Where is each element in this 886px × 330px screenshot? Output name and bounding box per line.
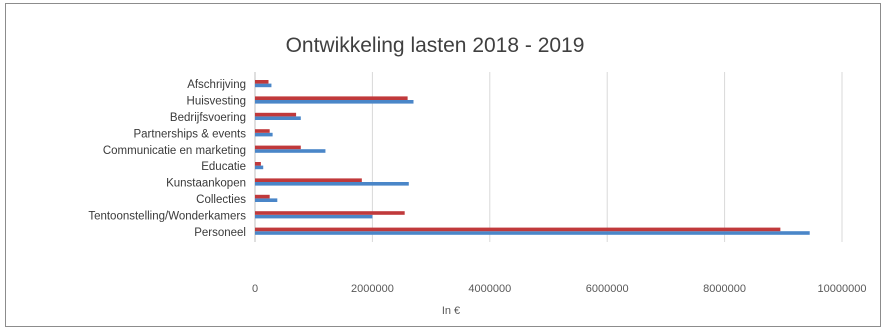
chart-title: Ontwikkeling lasten 2018 - 2019	[286, 34, 585, 57]
bar-series-red	[255, 227, 781, 232]
bar-series-blue	[255, 149, 326, 153]
category-label: Collecties	[196, 194, 246, 206]
x-tick-label: 6000000	[586, 283, 629, 295]
category-label: Huisvesting	[187, 96, 246, 108]
x-tick-label: 10000000	[818, 283, 867, 295]
bar-series-blue	[255, 214, 373, 219]
bar-series-red	[255, 145, 301, 150]
bar-series-blue	[255, 231, 810, 235]
category-label: Tentoonstelling/Wonderkamers	[88, 210, 246, 222]
bar-series-red	[255, 162, 261, 166]
bar-series-blue	[255, 182, 409, 186]
bar-series-blue	[255, 132, 273, 137]
category-label: Personeel	[194, 227, 246, 239]
bar-chart: Ontwikkeling lasten 2018 - 2019 Afschrij…	[88, 34, 867, 317]
bar-series-blue	[255, 116, 301, 120]
x-axis-label: In €	[442, 305, 460, 317]
category-label: Partnerships & events	[133, 128, 246, 140]
bar-series-red	[255, 129, 270, 133]
bar-series-red	[255, 211, 405, 215]
category-label: Kunstaankopen	[166, 178, 246, 190]
x-tick-label: 0	[252, 283, 258, 295]
chart-frame: Ontwikkeling lasten 2018 - 2019 Afschrij…	[5, 3, 881, 327]
bar-series-blue	[255, 198, 278, 202]
bar-series-red	[255, 80, 269, 84]
bar-series-red	[255, 178, 362, 182]
bar-series-red	[255, 96, 408, 100]
bar-series-blue	[255, 100, 414, 104]
category-label: Afschrijving	[187, 79, 246, 91]
category-label: Bedrijfsvoering	[170, 112, 246, 124]
x-tick-label: 2000000	[351, 283, 394, 295]
bar-series-red	[255, 194, 270, 199]
category-label: Educatie	[201, 161, 246, 173]
category-label: Communicatie en marketing	[103, 145, 246, 157]
bar-series-red	[255, 112, 297, 117]
x-tick-label: 4000000	[468, 283, 511, 295]
bar-series-blue	[255, 165, 264, 170]
bar-series-blue	[255, 83, 272, 88]
x-tick-label: 8000000	[703, 283, 746, 295]
